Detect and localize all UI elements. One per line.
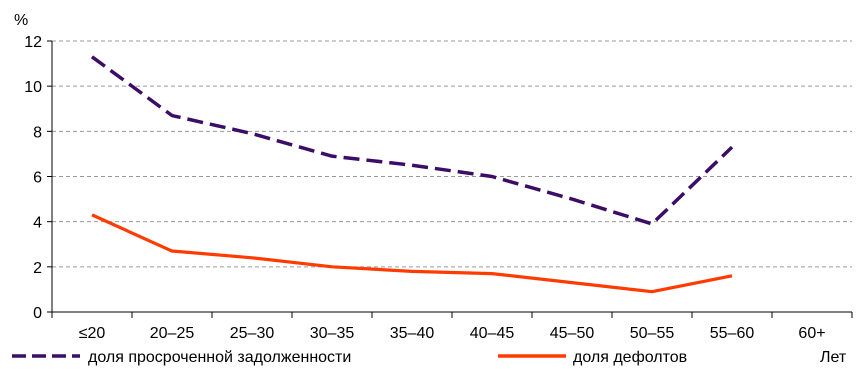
series-lines [90,55,734,294]
legend-label-series-1: доля дефолтов [573,349,687,366]
y-tick-label: 6 [33,170,42,187]
y-tick-label: 8 [33,124,42,141]
x-tick-label: 40–45 [470,325,515,342]
y-ticks: 0 2 4 6 8 10 12 [24,34,52,322]
x-axis-label: Лет [820,349,847,366]
x-tick-label: 50–55 [630,325,675,342]
y-tick-label: 4 [33,215,42,232]
x-tick-label: 20–25 [150,325,195,342]
x-tick-label: ≤20 [79,325,106,342]
x-tick-label: 25–30 [230,325,275,342]
x-tick-label: 55–60 [710,325,755,342]
x-ticks: ≤20 20–25 25–30 30–35 35–40 40–45 45–50 50–55 55… [51,312,853,342]
gridlines [52,40,852,268]
y-axis-label: % [14,12,28,29]
series-line-1 [91,213,733,294]
x-tick-label: 30–35 [310,325,355,342]
legend: доля просроченной задолженности доля деф… [12,349,687,366]
x-tick-label: 35–40 [390,325,435,342]
y-tick-label: 2 [33,260,42,277]
y-tick-label: 10 [24,79,42,96]
legend-label-series-0: доля просроченной задолженности [88,349,351,366]
y-tick-label: 12 [24,34,42,51]
x-tick-label: 60+ [798,325,825,342]
series-line-0 [90,55,734,226]
x-tick-label: 45–50 [550,325,595,342]
y-tick-label: 0 [33,305,42,322]
